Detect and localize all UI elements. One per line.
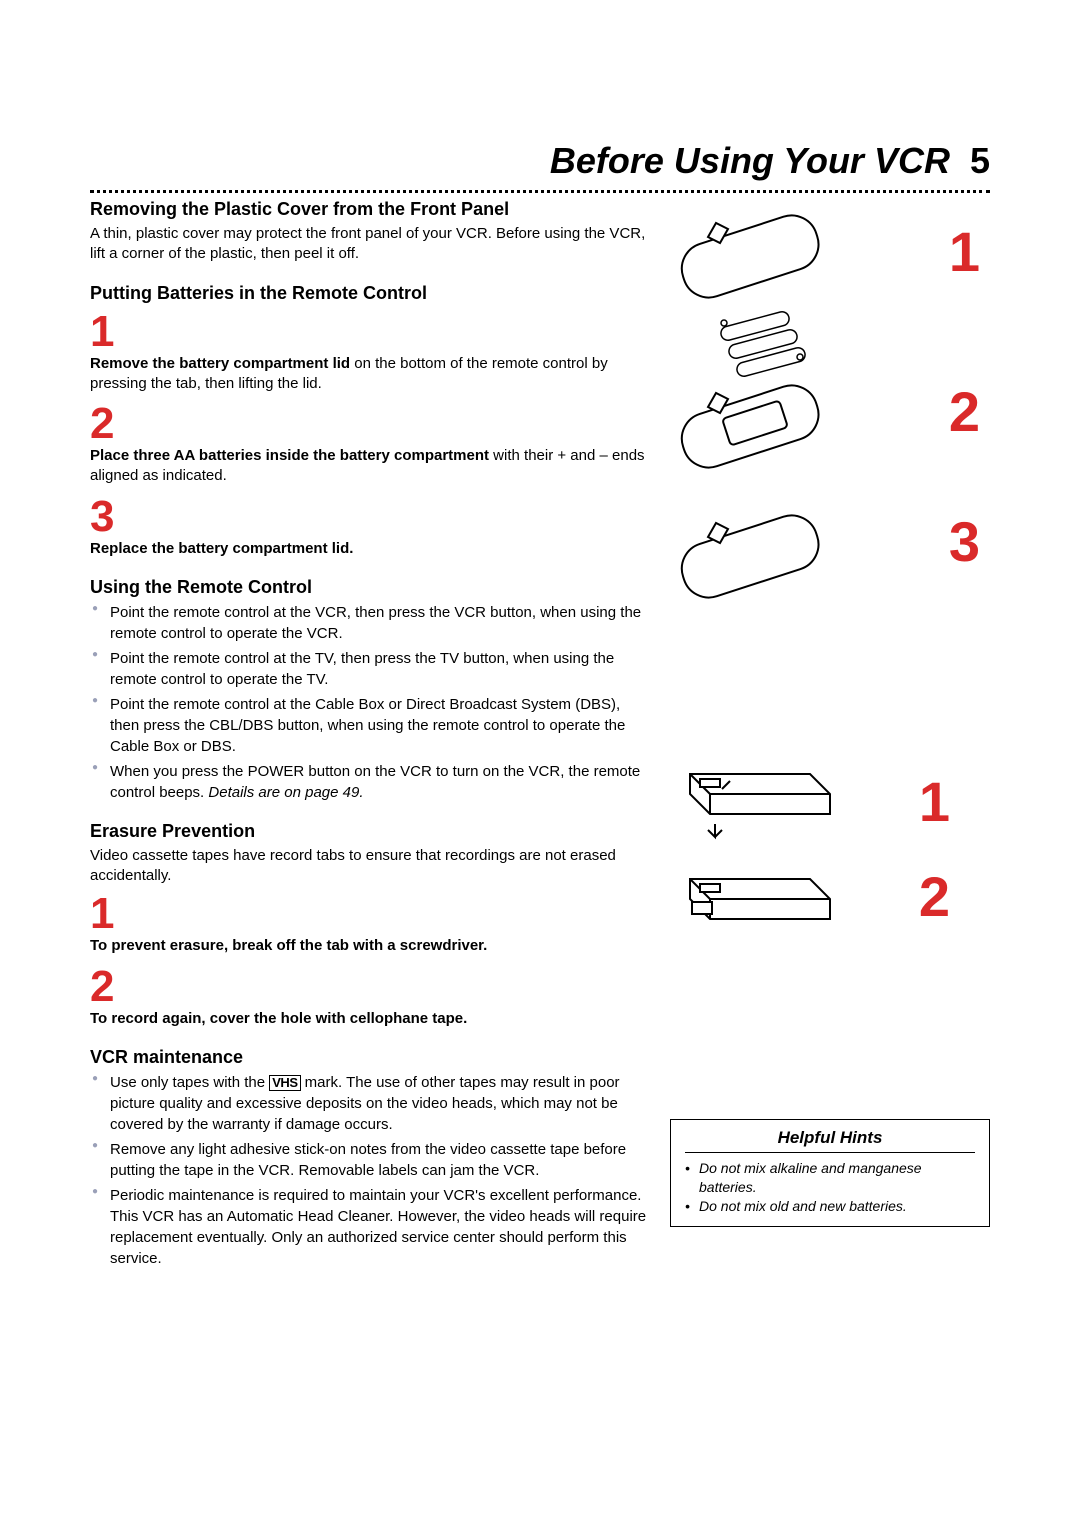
heading-removing-cover: Removing the Plastic Cover from the Fron… [90, 199, 650, 220]
cassette-figure: 1 2 [670, 759, 990, 989]
list-item: Use only tapes with the VHS mark. The us… [90, 1072, 650, 1135]
text-removing-cover: A thin, plastic cover may protect the fr… [90, 224, 650, 265]
list-item: When you press the POWER button on the V… [90, 761, 650, 803]
divider [90, 190, 990, 193]
hints-box: Helpful Hints Do not mix alkaline and ma… [670, 1119, 990, 1227]
heading-using-remote: Using the Remote Control [90, 577, 650, 598]
pre-text: Use only tapes with the [110, 1074, 269, 1091]
erasure-step-1: 1 To prevent erasure, break off the tab … [90, 892, 650, 956]
step-bold: Remove the battery compartment lid [90, 355, 350, 372]
step-number: 2 [90, 965, 650, 1009]
heading-batteries: Putting Batteries in the Remote Control [90, 283, 650, 304]
erasure-step-2: 2 To record again, cover the hole with c… [90, 965, 650, 1029]
step-text: Remove the battery compartment lid on th… [90, 354, 650, 395]
step-text: Replace the battery compartment lid. [90, 539, 650, 559]
figure-label: 1 [919, 769, 950, 834]
left-column: Removing the Plastic Cover from the Fron… [90, 199, 650, 1273]
battery-step-3: 3 Replace the battery compartment lid. [90, 495, 650, 559]
heading-maintenance: VCR maintenance [90, 1047, 650, 1068]
list-item: Point the remote control at the Cable Bo… [90, 694, 650, 757]
step-text: To record again, cover the hole with cel… [90, 1009, 650, 1029]
list-item: Point the remote control at the TV, then… [90, 648, 650, 690]
step-number: 1 [90, 892, 650, 936]
list-item: Do not mix alkaline and manganese batter… [685, 1159, 975, 1197]
page-number: 5 [970, 140, 990, 181]
step-number: 2 [90, 402, 650, 446]
figure-label: 2 [949, 379, 980, 444]
figure-label: 3 [949, 509, 980, 574]
maintenance-list: Use only tapes with the VHS mark. The us… [90, 1072, 650, 1269]
figure-label: 1 [949, 219, 980, 284]
cassette-icon [680, 759, 840, 849]
page-title: Before Using Your VCR 5 [90, 140, 990, 182]
remote-icon [670, 369, 840, 479]
cassette-icon [680, 864, 840, 934]
remote-icon [670, 499, 840, 609]
battery-step-2: 2 Place three AA batteries inside the ba… [90, 402, 650, 487]
step-bold: Place three AA batteries inside the batt… [90, 447, 489, 464]
step-number: 1 [90, 310, 650, 354]
list-item: Remove any light adhesive stick-on notes… [90, 1139, 650, 1181]
step-bold: Replace the battery compartment lid. [90, 540, 353, 557]
step-text: Place three AA batteries inside the batt… [90, 446, 650, 487]
list-item-text: When you press the POWER button on the V… [110, 763, 640, 801]
hints-title: Helpful Hints [685, 1128, 975, 1153]
step-text: To prevent erasure, break off the tab wi… [90, 936, 650, 956]
list-item: Point the remote control at the VCR, the… [90, 602, 650, 644]
list-item: Periodic maintenance is required to main… [90, 1185, 650, 1269]
erasure-intro: Video cassette tapes have record tabs to… [90, 846, 650, 887]
step-bold: To prevent erasure, break off the tab wi… [90, 937, 487, 954]
remote-figure: 1 2 [670, 199, 990, 629]
hints-list: Do not mix alkaline and manganese batter… [685, 1159, 975, 1216]
battery-step-1: 1 Remove the battery compartment lid on … [90, 310, 650, 395]
step-bold: To record again, cover the hole with cel… [90, 1010, 467, 1027]
content-row: Removing the Plastic Cover from the Fron… [90, 199, 990, 1273]
list-item: Do not mix old and new batteries. [685, 1197, 975, 1216]
remote-icon [670, 199, 840, 309]
right-column: 1 2 [670, 199, 990, 1273]
figure-label: 2 [919, 864, 950, 929]
vhs-mark-icon: VHS [269, 1075, 300, 1091]
details-ref: Details are on page 49. [208, 784, 363, 801]
heading-erasure: Erasure Prevention [90, 821, 650, 842]
using-remote-list: Point the remote control at the VCR, the… [90, 602, 650, 803]
step-number: 3 [90, 495, 650, 539]
page-title-text: Before Using Your VCR [550, 140, 950, 181]
